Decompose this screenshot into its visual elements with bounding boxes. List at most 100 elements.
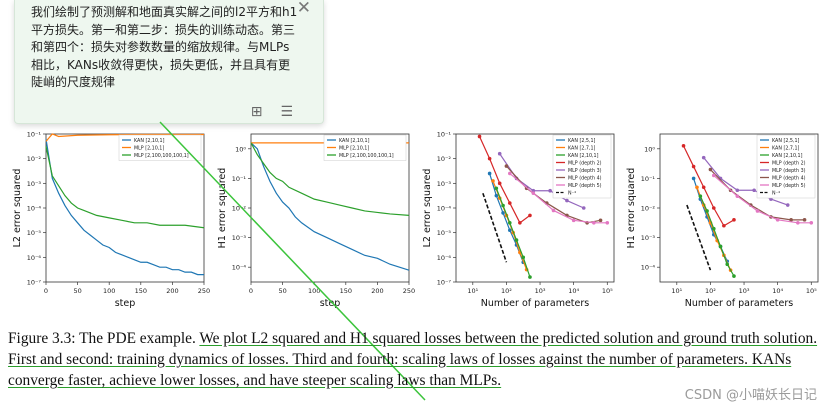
data-point <box>518 221 522 225</box>
x-tick-label: 10² <box>705 287 716 295</box>
legend-entry: MLP (depth 4) <box>772 176 806 182</box>
series-line <box>703 157 788 206</box>
data-point <box>735 194 740 198</box>
data-point <box>477 134 482 139</box>
x-axis-label: Number of parameters <box>481 298 590 309</box>
note-toolbar: ⊞ ☰ <box>251 104 293 120</box>
data-point <box>507 171 512 176</box>
legend-box <box>552 134 612 199</box>
y-axis-label: L2 error squared <box>422 169 433 248</box>
x-tick-label: 10³ <box>535 287 546 295</box>
caption-label: Figure 3.3: The PDE example. <box>8 330 200 347</box>
y-tick-label: 10⁻⁷ <box>27 279 42 287</box>
legend-entry: N⁻⁴ <box>568 191 576 197</box>
data-point <box>796 221 800 225</box>
data-point <box>504 164 509 168</box>
x-tick-label: 150 <box>340 287 352 295</box>
x-tick-label: 10⁵ <box>602 287 613 295</box>
legend-entry: KAN [2,10,1] <box>568 153 599 159</box>
x-tick-label: 10⁴ <box>772 287 783 295</box>
series-line <box>495 188 531 278</box>
y-tick-label: 10⁻¹ <box>27 131 42 139</box>
legend-entry: KAN [2,5,1] <box>568 138 596 144</box>
data-point <box>494 193 499 198</box>
y-tick-label: 10⁻¹ <box>641 175 656 183</box>
data-point <box>725 262 730 267</box>
data-point <box>711 226 716 231</box>
data-point <box>497 181 502 186</box>
legend-entry: KAN [2,7,1] <box>772 146 800 152</box>
data-point <box>528 213 532 218</box>
x-tick-label: 10⁵ <box>806 287 817 295</box>
translation-note: 我们绘制了预测解和地面真实解之间的l2平方和h1平方损失。第一和第二步：损失的训… <box>14 0 324 124</box>
x-axis-label: step <box>115 298 136 309</box>
legend-entry: KAN [2,7,1] <box>568 146 596 152</box>
data-point <box>701 185 706 190</box>
legend-entry: MLP (depth 2) <box>568 161 602 167</box>
x-tick-label: 10¹ <box>671 287 682 295</box>
data-point <box>698 194 703 198</box>
data-point <box>514 238 519 242</box>
y-tick-label: 10⁻³ <box>437 180 452 188</box>
data-point <box>571 218 576 223</box>
series-line <box>478 136 531 224</box>
data-point <box>531 191 536 195</box>
data-point <box>551 208 556 213</box>
x-tick-label: 10³ <box>739 287 750 295</box>
legend-entry: MLP (depth 2) <box>772 161 806 167</box>
x-tick-label: 100 <box>308 287 320 295</box>
data-point <box>581 206 586 210</box>
legend-entry: KAN [2,10,1] <box>339 138 370 144</box>
plot-panel-3: 10⁻¹ 10⁻² 10⁻³ 10⁻⁴ 10⁻⁵ 10⁻⁶ 10⁻⁷ 10¹ 10² 10³ 10⁴… <box>418 126 623 321</box>
note-text: 我们绘制了预测解和地面真实解之间的l2平方和h1平方损失。第一和第二步：损失的训… <box>31 5 298 89</box>
figure-caption: Figure 3.3: The PDE example. We plot L2 … <box>8 328 830 391</box>
data-point <box>605 221 610 225</box>
series-line <box>686 204 712 271</box>
data-point <box>711 173 716 178</box>
plot-panel-2: 10⁰ 10⁻¹ 10⁻² 10⁻³ 10⁻⁴ 0 50 100 150 200 250 step H1… <box>213 126 418 321</box>
close-icon[interactable]: ✕ <box>296 0 311 18</box>
data-point <box>802 218 807 222</box>
y-tick-label: 10⁻² <box>641 205 656 213</box>
legend-entry: MLP (depth 5) <box>568 183 602 189</box>
y-tick-label: 10⁻⁴ <box>641 264 656 272</box>
x-tick-label: 10² <box>501 287 512 295</box>
data-point <box>701 155 706 160</box>
x-tick-label: 200 <box>166 287 178 295</box>
y-axis-label: L2 error squared <box>12 169 23 248</box>
y-tick-label: 10⁻⁵ <box>437 229 452 237</box>
legend-entry: N⁻⁴ <box>772 191 780 197</box>
data-point <box>718 244 723 249</box>
legend-entry: MLP [2,100,100,100,1] <box>134 153 189 159</box>
data-point <box>501 203 505 208</box>
data-point <box>691 164 696 169</box>
x-tick-label: 0 <box>249 287 253 295</box>
y-axis-label: H1 error squared <box>217 168 228 249</box>
data-point <box>592 221 596 225</box>
y-tick-label: 10⁻² <box>232 205 247 213</box>
y-tick-label: 10⁰ <box>235 145 246 153</box>
data-point <box>789 218 793 222</box>
x-tick-label: 200 <box>371 287 383 295</box>
y-tick-label: 10⁻⁴ <box>437 205 452 213</box>
series-line <box>509 173 608 224</box>
data-point <box>528 275 532 279</box>
x-tick-label: 10¹ <box>467 287 478 295</box>
series-line <box>489 173 524 263</box>
data-point <box>521 255 526 260</box>
legend-entry: MLP (depth 5) <box>772 183 806 189</box>
data-point <box>735 188 740 193</box>
data-point <box>755 209 760 213</box>
series-line <box>713 174 812 224</box>
y-tick-label: 10⁻⁵ <box>27 229 42 237</box>
data-point <box>548 188 552 193</box>
copy-icon[interactable]: ⊞ <box>250 104 263 120</box>
y-tick-label: 10⁻¹ <box>232 175 247 183</box>
data-point <box>565 198 569 203</box>
data-point <box>531 188 536 193</box>
menu-icon[interactable]: ☰ <box>280 104 293 120</box>
y-tick-label: 10⁻⁴ <box>27 205 42 213</box>
y-tick-label: 10⁻³ <box>641 234 656 242</box>
legend-entry: MLP [2,10,1] <box>339 146 369 152</box>
caption-body: We plot L2 squared and H1 squared losses… <box>8 330 818 389</box>
